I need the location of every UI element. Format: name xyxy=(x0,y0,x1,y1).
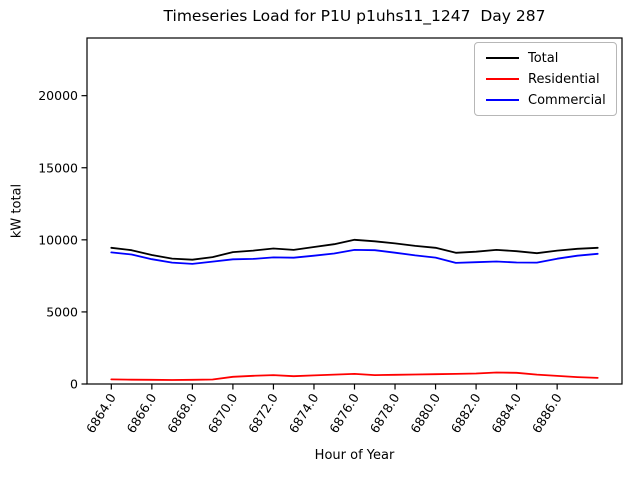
series-line-residential xyxy=(110,371,599,381)
y-tick-label: 15000 xyxy=(38,160,78,175)
legend-label: Residential xyxy=(528,71,600,87)
x-tick-label: 6880.0 xyxy=(407,391,443,436)
x-tick-label: 6886.0 xyxy=(529,391,565,436)
legend-entry-total: Total xyxy=(486,50,607,66)
legend-entry-commercial: Commercial xyxy=(486,92,607,108)
series-line-total xyxy=(110,238,599,261)
x-tick-label: 6876.0 xyxy=(326,391,362,436)
x-tick-label: 6866.0 xyxy=(123,391,159,436)
x-tick-label: 6874.0 xyxy=(286,391,322,436)
x-tick-label: 6882.0 xyxy=(448,391,484,436)
chart-title: Timeseries Load for P1U p1uhs11_1247 Day… xyxy=(163,7,546,25)
legend-label: Commercial xyxy=(528,92,606,108)
x-tick-label: 6884.0 xyxy=(488,391,524,436)
x-tick-label: 6870.0 xyxy=(205,391,241,436)
series-line-commercial xyxy=(110,248,599,265)
x-tick-label: 6878.0 xyxy=(367,391,403,436)
x-tick-label: 6872.0 xyxy=(245,391,281,436)
y-axis-label: kW total xyxy=(9,183,25,239)
legend: Total Residential Commercial xyxy=(474,42,617,116)
y-tick-label: 20000 xyxy=(38,88,78,103)
legend-line-sample-total xyxy=(486,57,519,59)
y-tick-label: 0 xyxy=(70,377,78,392)
x-axis-label: Hour of Year xyxy=(314,448,395,463)
y-tick-label: 5000 xyxy=(46,304,78,319)
legend-line-sample-residential xyxy=(486,78,519,80)
x-tick-label: 6864.0 xyxy=(83,391,119,436)
y-tick-label: 10000 xyxy=(38,232,78,247)
legend-entry-residential: Residential xyxy=(486,71,607,87)
legend-label: Total xyxy=(528,50,559,66)
legend-line-sample-commercial xyxy=(486,99,519,101)
x-tick-label: 6868.0 xyxy=(164,391,200,436)
